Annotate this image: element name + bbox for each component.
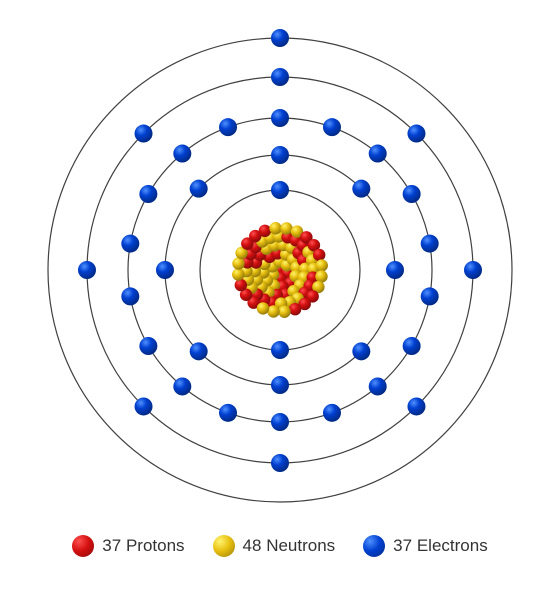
neutron-particle (278, 306, 290, 318)
electron-particle (421, 235, 439, 253)
electron-particle (403, 185, 421, 203)
legend-item-electrons: 37 Electrons (363, 535, 488, 557)
neutron-particle (280, 222, 292, 234)
electron-particle (407, 125, 425, 143)
electron-count: 37 (393, 536, 412, 555)
legend-text-neutrons: 48 Neutrons (243, 536, 336, 556)
proton-particle (235, 279, 247, 291)
electron-particle (271, 454, 289, 472)
neutron-particle (232, 268, 244, 280)
electron-particle (271, 146, 289, 164)
legend-text-protons: 37 Protons (102, 536, 184, 556)
electron-particle (139, 337, 157, 355)
atom-diagram (30, 20, 530, 520)
electron-particle (271, 109, 289, 127)
electron-particle (421, 287, 439, 305)
electron-particle (352, 342, 370, 360)
electron-particle (219, 404, 237, 422)
electron-particle (386, 261, 404, 279)
legend-text-electrons: 37 Electrons (393, 536, 488, 556)
electron-particle (190, 342, 208, 360)
electron-particle (464, 261, 482, 279)
legend-item-neutrons: 48 Neutrons (213, 535, 336, 557)
electron-particle (219, 118, 237, 136)
proton-particle (313, 249, 325, 261)
neutron-count: 48 (243, 536, 262, 555)
electron-particle (271, 341, 289, 359)
electron-label: Electrons (417, 536, 488, 555)
electron-particle (271, 181, 289, 199)
legend: 37 Protons 48 Neutrons 37 Electrons (72, 535, 487, 557)
electron-particle (135, 397, 153, 415)
electron-particle (323, 404, 341, 422)
neutron-particle (257, 302, 269, 314)
proton-sphere-icon (72, 535, 94, 557)
electron-particle (369, 145, 387, 163)
neutron-label: Neutrons (266, 536, 335, 555)
electron-particle (121, 235, 139, 253)
electron-particle (156, 261, 174, 279)
neutron-particle (267, 305, 279, 317)
electron-particle (403, 337, 421, 355)
electron-particle (271, 413, 289, 431)
neutron-particle (315, 270, 327, 282)
electron-particle (271, 68, 289, 86)
electron-particle (135, 125, 153, 143)
electron-sphere-icon (363, 535, 385, 557)
electron-particle (78, 261, 96, 279)
electron-particle (121, 287, 139, 305)
legend-item-protons: 37 Protons (72, 535, 184, 557)
neutron-particle (232, 257, 244, 269)
neutron-particle (316, 259, 328, 271)
neutron-particle (269, 222, 281, 234)
proton-particle (259, 225, 271, 237)
electron-particle (173, 377, 191, 395)
proton-label: Protons (126, 536, 185, 555)
electron-particle (407, 397, 425, 415)
proton-count: 37 (102, 536, 121, 555)
atom-svg (30, 20, 530, 520)
electron-particle (323, 118, 341, 136)
electron-particle (190, 180, 208, 198)
electron-particle (139, 185, 157, 203)
electron-particle (271, 376, 289, 394)
neutron-sphere-icon (213, 535, 235, 557)
proton-particle (289, 303, 301, 315)
electron-particle (271, 29, 289, 47)
electron-particle (352, 180, 370, 198)
electron-particle (369, 377, 387, 395)
electron-particle (173, 145, 191, 163)
